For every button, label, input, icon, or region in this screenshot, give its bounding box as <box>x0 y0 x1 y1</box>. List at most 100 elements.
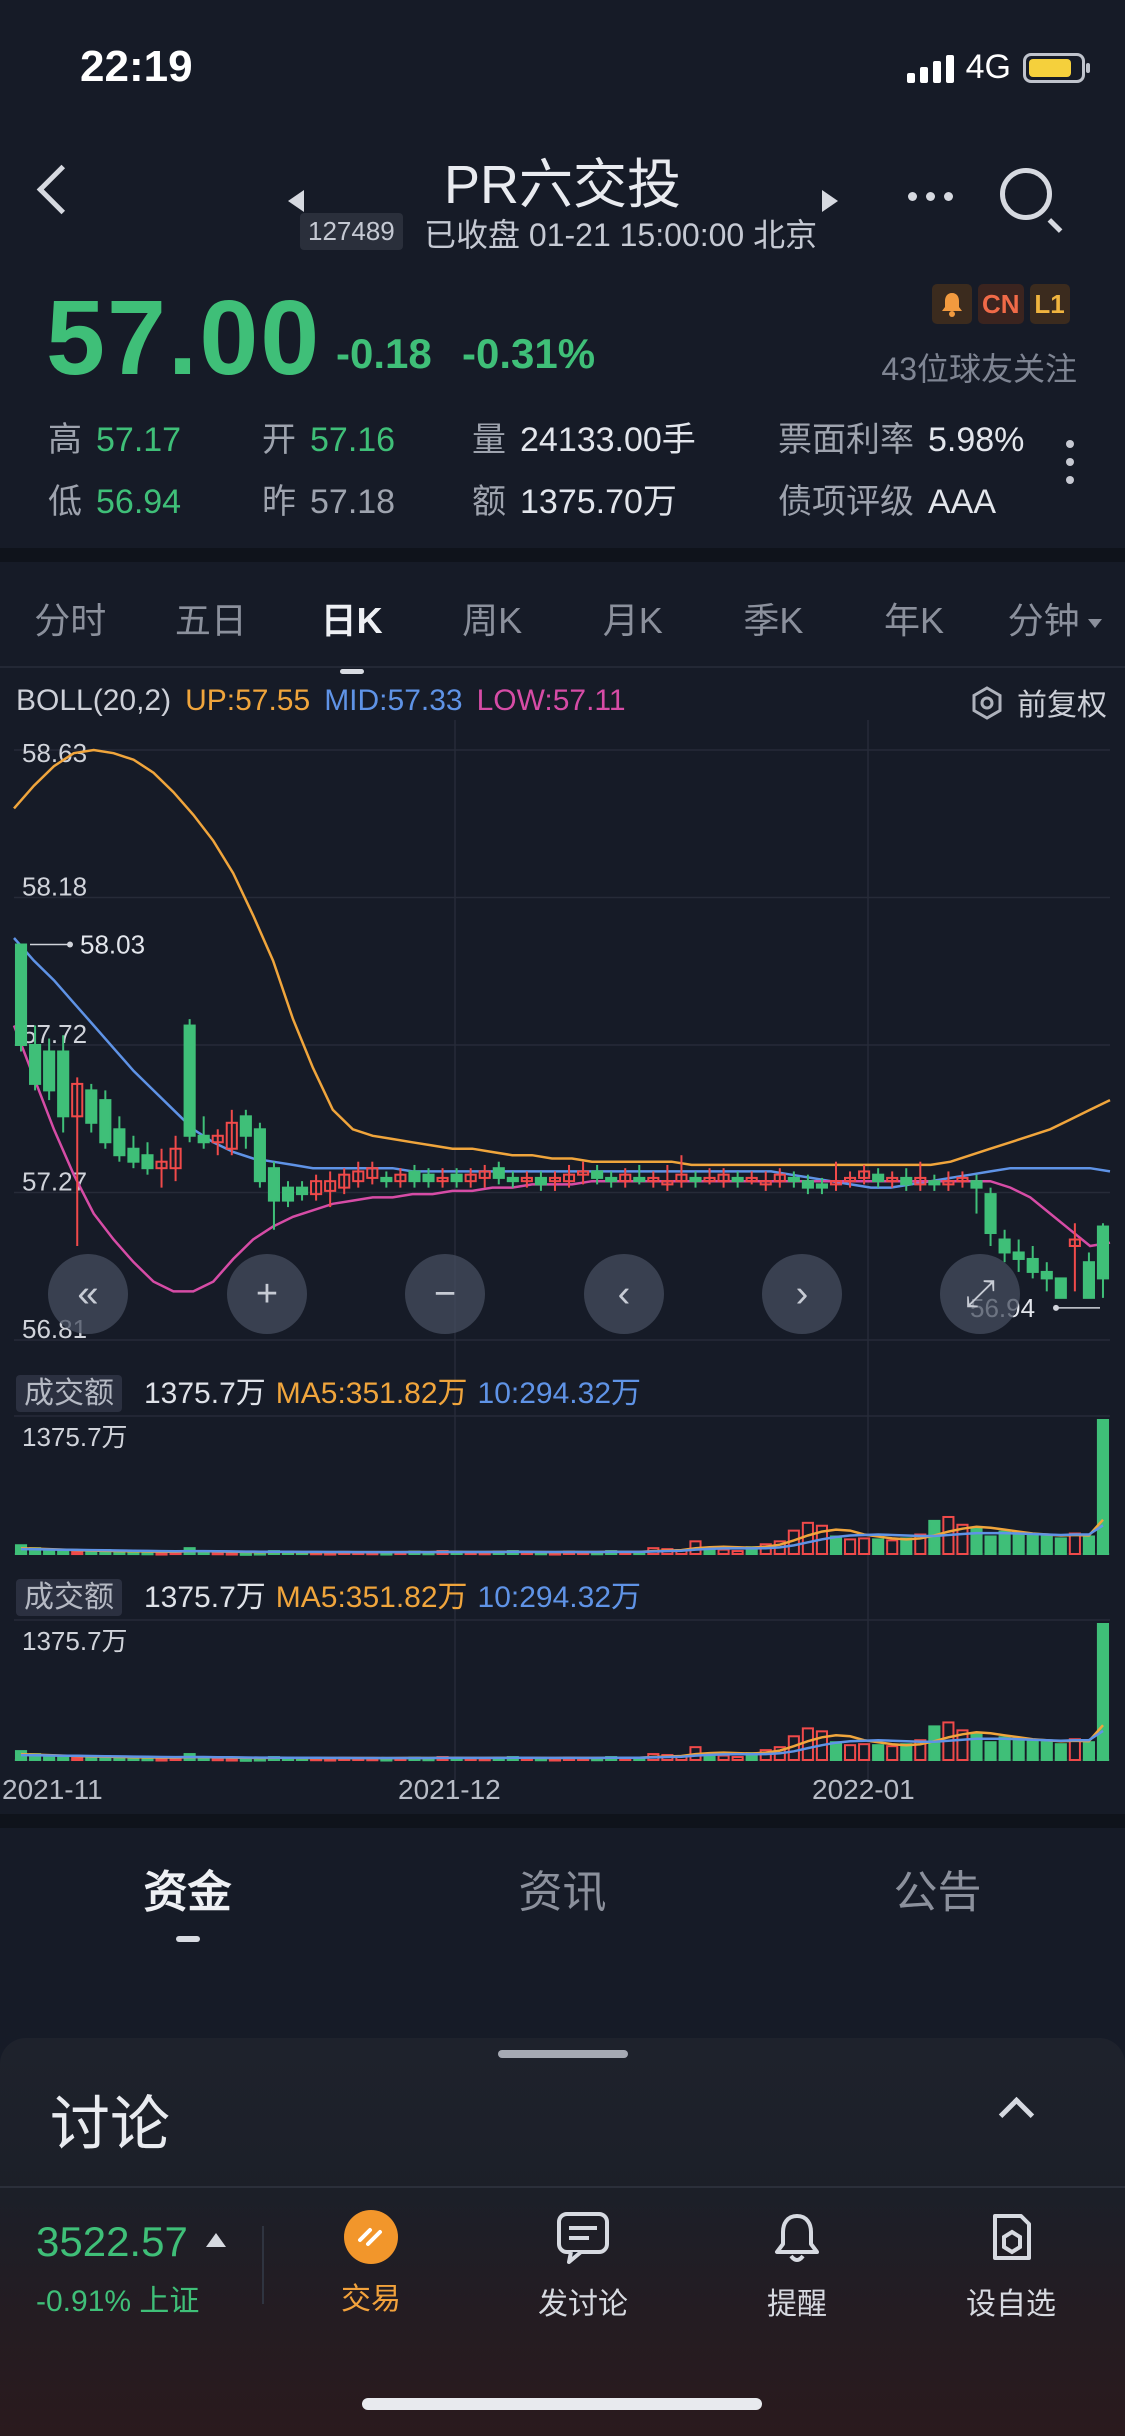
sheet-grab-handle[interactable] <box>498 2050 628 2058</box>
candle-body <box>548 1176 562 1183</box>
candle-body <box>211 1134 224 1144</box>
volume-bar <box>1068 1738 1081 1762</box>
tabs-divider <box>0 666 1125 668</box>
tab-announcements[interactable]: 公告 <box>893 1868 982 1917</box>
adjust-toggle[interactable]: 前复权 <box>969 680 1107 724</box>
tab-quarterly-k[interactable]: 季K <box>743 600 804 641</box>
tab-fenshi[interactable]: 分时 <box>34 600 107 641</box>
reminder-button[interactable]: 提醒 <box>712 2210 882 2323</box>
candle-body <box>492 1167 505 1179</box>
volume-panel-1-label[interactable]: 成交额 1375.7万 MA5:351.82万 10:294.32万 <box>16 1368 641 1412</box>
tab-minute[interactable]: 分钟 <box>984 592 1125 644</box>
candle-body <box>829 1180 843 1186</box>
alert-bell-icon[interactable] <box>932 284 972 324</box>
candle-body <box>1040 1270 1053 1280</box>
candle-body <box>324 1180 337 1192</box>
volume-bar <box>998 1736 1011 1762</box>
followers-count[interactable]: 43位球友关注 <box>881 351 1077 387</box>
y-tick-label: 57.72 <box>22 1019 87 1049</box>
page-title: PR六交投 <box>443 155 681 215</box>
more-stats-icon[interactable] <box>1066 440 1074 484</box>
volume-bar <box>731 1550 744 1556</box>
period-tabs: 分时 五日 日K 周K 月K 季K 年K 分钟 <box>0 572 1125 674</box>
zoom-out-far-button[interactable]: « <box>48 1254 128 1334</box>
volume-bar <box>843 1744 857 1761</box>
tab-monthly-k[interactable]: 月K <box>602 600 663 641</box>
stat-open: 开 57.16 <box>262 421 396 459</box>
candle-body <box>562 1173 576 1183</box>
add-watchlist-button[interactable]: 设自选 <box>926 2210 1096 2323</box>
security-code: 127489 <box>300 213 403 250</box>
fullscreen-button[interactable]: ⤢ <box>940 1254 1020 1334</box>
network-type: 4G <box>965 48 1011 86</box>
candle-body <box>422 1173 435 1183</box>
index-expand-icon[interactable] <box>206 2233 226 2247</box>
candle-body <box>984 1193 997 1235</box>
candle-body <box>85 1089 98 1124</box>
zoom-in-button[interactable]: + <box>227 1254 307 1334</box>
adjust-label: 前复权 <box>1017 689 1107 722</box>
candle-body <box>127 1147 140 1163</box>
candle-body <box>914 1176 927 1186</box>
volume-bar <box>914 1533 927 1555</box>
candle-body <box>71 1082 84 1118</box>
index-change: -0.91% 上证 <box>36 2285 200 2318</box>
zoom-out-button[interactable]: − <box>405 1254 485 1334</box>
next-security-icon[interactable] <box>822 190 838 212</box>
stat-low: 低 56.94 <box>48 483 182 521</box>
volume-bar <box>1026 1533 1039 1555</box>
search-icon[interactable] <box>1000 168 1052 220</box>
candle-body <box>956 1176 969 1183</box>
stat-volume: 量 24133.00手 <box>472 421 696 459</box>
candle-body <box>591 1170 604 1179</box>
candle-body <box>408 1170 421 1183</box>
nav-divider <box>0 2186 1125 2188</box>
min-marker-dot <box>1053 1304 1059 1311</box>
more-icon[interactable] <box>908 192 953 201</box>
volume-bar <box>1082 1535 1095 1555</box>
candle-body <box>689 1176 702 1183</box>
price-change-pct: -0.31% <box>462 330 596 377</box>
badge-group: CN L1 <box>932 284 1070 324</box>
candle-body <box>633 1176 646 1183</box>
candle-body <box>310 1180 323 1196</box>
candle-body <box>506 1176 519 1183</box>
signal-icon <box>906 53 954 83</box>
tab-weekly-k[interactable]: 周K <box>462 600 523 641</box>
candle-body <box>464 1173 477 1183</box>
kline-chart[interactable]: 58.6358.1857.7257.2756.8158.0356.941375.… <box>0 720 1125 1790</box>
tab-daily-k[interactable]: 日K <box>281 592 422 674</box>
post-discussion-button[interactable]: 发讨论 <box>498 2210 668 2323</box>
y-tick-label: 58.18 <box>22 872 87 902</box>
max-price-label: 58.03 <box>80 930 145 960</box>
tab-funds[interactable]: 资金 <box>0 1856 375 1942</box>
boll-indicator[interactable]: BOLL(20,2) UP:57.55 MID:57.33 LOW:57.11 <box>16 684 626 717</box>
candle-body <box>928 1180 941 1186</box>
tab-news[interactable]: 资讯 <box>518 1868 607 1917</box>
candle-body <box>872 1173 885 1183</box>
tab-yearly-k[interactable]: 年K <box>884 600 945 641</box>
candle-body <box>858 1170 871 1179</box>
volume-bar <box>85 1550 98 1556</box>
candle-body <box>478 1170 491 1179</box>
trade-button[interactable]: 交易 <box>286 2210 456 2318</box>
volume-panel-2-label[interactable]: 成交额 1375.7万 MA5:351.82万 10:294.32万 <box>16 1572 641 1616</box>
scroll-left-button[interactable]: ‹ <box>584 1254 664 1334</box>
prev-security-icon[interactable] <box>288 190 304 212</box>
candle-body <box>183 1024 196 1137</box>
volume-bar <box>900 1537 913 1556</box>
reminder-label: 提醒 <box>767 2288 827 2321</box>
volume-bar <box>984 1741 997 1762</box>
volume-ma10-line <box>20 1524 1104 1554</box>
volume-ma10-line <box>20 1729 1104 1760</box>
volume-bar <box>731 1756 744 1761</box>
candle-body <box>900 1176 913 1186</box>
candle-body <box>338 1173 351 1189</box>
bell-icon <box>775 2214 819 2262</box>
tab-five-day[interactable]: 五日 <box>174 600 247 641</box>
index-value[interactable]: 3522.57 <box>36 2218 188 2265</box>
candle-body <box>787 1176 800 1183</box>
volume-bar <box>956 1729 969 1761</box>
candle-body <box>366 1167 379 1179</box>
scroll-right-button[interactable]: › <box>762 1254 842 1334</box>
